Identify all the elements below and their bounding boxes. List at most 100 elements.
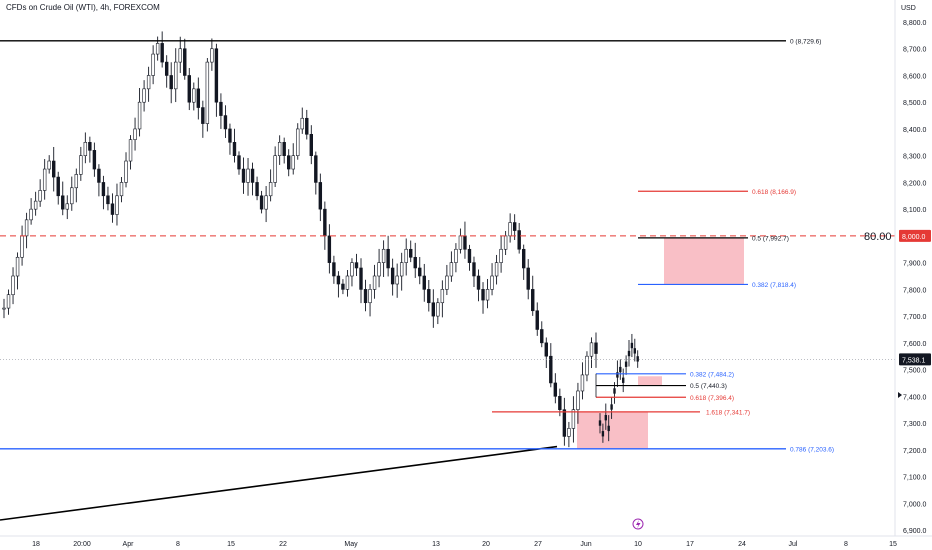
candle-body [65, 203, 69, 210]
candle-body [624, 361, 628, 367]
fib-level-label: 0.786 (7,203.6) [790, 446, 834, 453]
candle-body [427, 289, 431, 304]
candle-body [418, 267, 422, 277]
candle-body [601, 431, 605, 437]
extras: 80.00 [632, 231, 892, 530]
candle-body [613, 388, 616, 394]
candle-body [124, 160, 128, 183]
candle-body [88, 142, 92, 151]
lightning-icon [632, 518, 644, 530]
fib-level-label: 0.382 (7,818.4) [752, 282, 796, 289]
candle-body [580, 374, 585, 392]
candle-body [619, 366, 622, 373]
candle-body [187, 75, 191, 103]
candle-body [409, 248, 413, 258]
mid-zone-box [638, 376, 662, 386]
candle-body [598, 420, 602, 426]
zones [577, 237, 744, 449]
candle-body [305, 117, 309, 135]
candle-body [56, 176, 60, 197]
time-tick-label: 24 [738, 541, 746, 548]
currency-label[interactable]: USD [901, 5, 916, 12]
price-tick-label: 8,800.0 [903, 20, 926, 27]
candle-body [463, 235, 467, 250]
candle-body [309, 133, 313, 156]
candle-body [467, 248, 472, 263]
candle-body [363, 289, 368, 304]
price-tick-label: 6,900.0 [903, 528, 926, 535]
candle-body [594, 342, 598, 354]
candle-body [323, 208, 327, 237]
fib-level-label: 0.618 (8,166.9) [752, 189, 796, 196]
alert-price-badge [899, 229, 931, 242]
price-tick-label: 8,600.0 [903, 73, 926, 80]
candle-body [499, 248, 503, 263]
candle-body [336, 275, 341, 285]
candle-body [106, 195, 110, 205]
candle-body [155, 43, 160, 55]
candle-body [553, 382, 558, 397]
candle-body [296, 128, 300, 156]
time-tick-label: 13 [432, 541, 440, 548]
time-tick-label: 8 [844, 541, 848, 548]
support-zone-box [577, 411, 648, 449]
time-tick-label: 15 [889, 541, 897, 548]
candle-body [350, 262, 354, 277]
candle-body [128, 139, 133, 162]
price-tick-label: 7,100.0 [903, 475, 926, 482]
candle-body [540, 329, 544, 344]
candle-body [277, 142, 282, 156]
candle-body [92, 150, 97, 170]
candle-body [404, 248, 408, 263]
candle-body [119, 182, 124, 197]
candle-body [192, 88, 196, 103]
candle-body [521, 248, 526, 269]
candles [2, 31, 639, 448]
candle-body [445, 275, 449, 290]
candle-body [481, 289, 485, 301]
candle-body [472, 262, 476, 277]
candle-body [246, 168, 250, 183]
candle-body [255, 182, 259, 197]
last-price-badge [899, 353, 931, 366]
price-tick-label: 8,700.0 [903, 47, 926, 54]
candle-body [395, 275, 399, 285]
price-tick-label: 7,000.0 [903, 501, 926, 508]
candle-body [633, 348, 636, 354]
price-tick-label: 8,400.0 [903, 127, 926, 134]
candle-body [110, 203, 115, 215]
fib-levels: 0 (8,729.6) 0.618 (8,166.9) 0.5 (7,992.7) 0… [0, 38, 895, 453]
candle-body [458, 235, 463, 250]
candle-body [268, 182, 273, 197]
fib-level-label: 0.382 (7,484.2) [690, 371, 734, 378]
candle-body [42, 168, 47, 191]
candle-body [151, 53, 155, 76]
time-tick-label: 8 [176, 541, 180, 548]
candle-body [327, 235, 332, 263]
target-price-label: 80.00 [864, 231, 892, 243]
price-tick-label: 7,600.0 [903, 341, 926, 348]
time-tick-label: Jun [580, 541, 591, 548]
candle-body [259, 195, 264, 210]
time-tick-label: 17 [686, 541, 694, 548]
price-tick-label: 8,300.0 [903, 154, 926, 161]
fib-level-label: 0.5 (7,440.3) [690, 383, 727, 390]
candle-body [368, 289, 372, 304]
candle-body [436, 302, 440, 317]
candle-body [287, 155, 291, 170]
candle-body [11, 275, 15, 296]
candle-body [6, 294, 11, 309]
candle-body [214, 48, 219, 103]
candle-body [431, 302, 436, 317]
price-tick-label: 7,200.0 [903, 448, 926, 455]
fib-level-label: 0.618 (7,396.4) [690, 395, 734, 402]
time-tick-label: 20 [482, 541, 490, 548]
candle-body [61, 195, 65, 210]
candle-body [219, 101, 223, 116]
candle-body [490, 275, 494, 290]
candle-body [544, 342, 548, 357]
candle-body [2, 307, 6, 310]
candle-body [300, 117, 304, 130]
candle-body [558, 396, 562, 410]
